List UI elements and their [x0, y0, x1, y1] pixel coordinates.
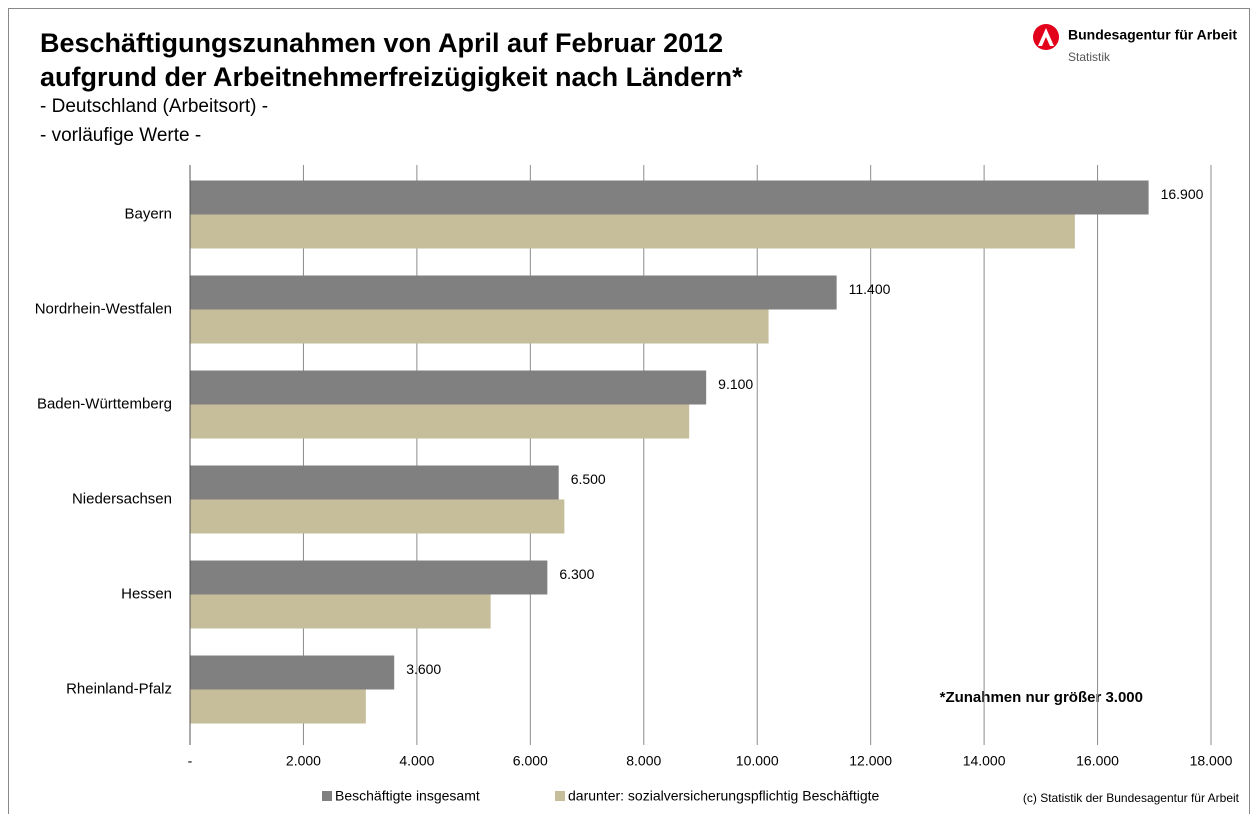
- x-tick-label: 10.000: [736, 753, 779, 769]
- bar: [190, 404, 690, 439]
- y-tick-label: Niedersachsen: [72, 490, 172, 507]
- source: (c) Statistik der Bundesagentur für Arbe…: [1023, 791, 1240, 805]
- x-tick-label: 12.000: [849, 753, 892, 769]
- data-label: 11.400: [849, 281, 891, 297]
- chart-title: aufgrund der Arbeitnehmerfreizügigkeit n…: [40, 62, 743, 92]
- bar: [190, 370, 707, 405]
- bar: [190, 214, 1075, 249]
- y-tick-label: Rheinland-Pfalz: [66, 680, 172, 697]
- bar: [190, 465, 559, 500]
- bar: [190, 309, 769, 344]
- x-tick-label: 2.000: [286, 753, 321, 769]
- bar: [190, 275, 837, 310]
- bar: [190, 180, 1149, 215]
- legend-label: Beschäftigte insgesamt: [335, 788, 480, 804]
- x-tick-label: 8.000: [626, 753, 661, 769]
- data-label: 3.600: [406, 661, 441, 677]
- x-tick-label: 18.000: [1190, 753, 1233, 769]
- subtitle: - vorläufige Werte -: [40, 125, 201, 146]
- bar: [190, 560, 548, 595]
- logo-subtext: Statistik: [1068, 50, 1111, 64]
- x-tick-label: 6.000: [513, 753, 548, 769]
- y-tick-label: Nordrhein-Westfalen: [35, 300, 172, 317]
- y-tick-label: Baden-Württemberg: [37, 395, 172, 412]
- y-tick-label: Bayern: [124, 205, 172, 222]
- chart-title: Beschäftigungszunahmen von April auf Feb…: [40, 28, 723, 58]
- x-tick-label: 4.000: [399, 753, 434, 769]
- legend-swatch: [322, 791, 332, 801]
- bar: [190, 689, 366, 724]
- legend-swatch: [555, 791, 565, 801]
- frame: [8, 8, 1250, 814]
- x-tick-label: -: [188, 753, 193, 769]
- data-label: 9.100: [718, 376, 753, 392]
- subtitle: - Deutschland (Arbeitsort) -: [40, 96, 268, 117]
- logo: [1038, 28, 1054, 46]
- legend-label: darunter: sozialversicherungspflichtig B…: [568, 788, 879, 804]
- bar: [190, 655, 395, 690]
- bar: [190, 594, 491, 629]
- x-tick-label: 14.000: [963, 753, 1006, 769]
- y-tick-label: Hessen: [121, 585, 172, 602]
- x-tick-label: 16.000: [1076, 753, 1119, 769]
- data-label: 16.900: [1161, 186, 1204, 202]
- annotation: *Zunahmen nur größer 3.000: [940, 689, 1143, 706]
- logo-text: Bundesagentur für Arbeit: [1068, 27, 1237, 43]
- data-label: 6.300: [559, 566, 594, 582]
- data-label: 6.500: [571, 471, 606, 487]
- bar: [190, 499, 565, 534]
